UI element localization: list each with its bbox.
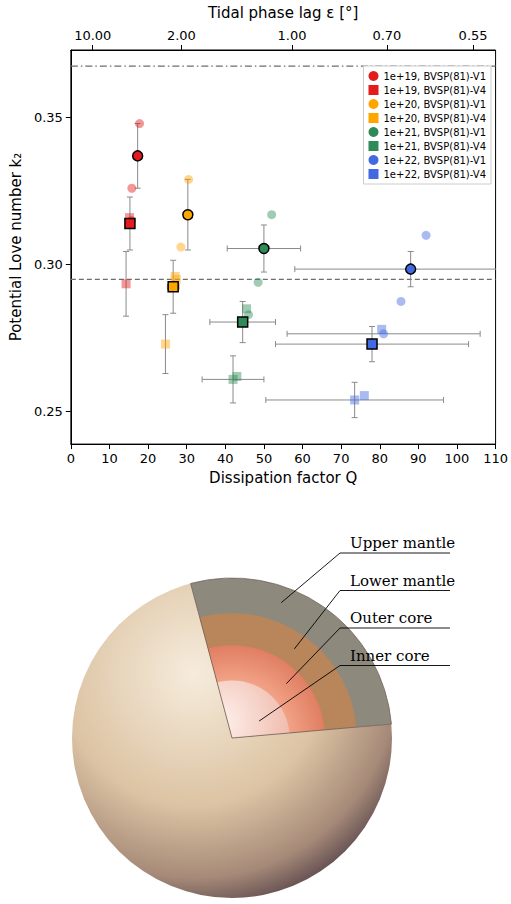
svg-text:100: 100 bbox=[445, 451, 470, 466]
svg-text:1e+21, BVSP(81)-V4: 1e+21, BVSP(81)-V4 bbox=[384, 141, 487, 152]
svg-text:0.30: 0.30 bbox=[34, 257, 63, 272]
svg-text:Upper mantle: Upper mantle bbox=[350, 534, 455, 552]
svg-text:Potential Love number k₂: Potential Love number k₂ bbox=[7, 153, 25, 342]
svg-text:70: 70 bbox=[333, 451, 350, 466]
svg-text:80: 80 bbox=[371, 451, 388, 466]
svg-text:Dissipation factor Q: Dissipation factor Q bbox=[209, 469, 357, 487]
svg-text:10.00: 10.00 bbox=[74, 28, 111, 43]
svg-text:20: 20 bbox=[140, 451, 157, 466]
svg-text:10: 10 bbox=[101, 451, 118, 466]
svg-text:Tidal phase lag ε [°]: Tidal phase lag ε [°] bbox=[207, 4, 358, 22]
svg-text:1e+19, BVSP(81)-V1: 1e+19, BVSP(81)-V1 bbox=[384, 71, 487, 82]
svg-text:1.00: 1.00 bbox=[278, 28, 307, 43]
svg-text:1e+22, BVSP(81)-V4: 1e+22, BVSP(81)-V4 bbox=[384, 169, 487, 180]
svg-text:30: 30 bbox=[178, 451, 195, 466]
svg-text:50: 50 bbox=[256, 451, 273, 466]
svg-text:40: 40 bbox=[217, 451, 234, 466]
svg-text:0.25: 0.25 bbox=[34, 404, 63, 419]
svg-text:1e+22, BVSP(81)-V1: 1e+22, BVSP(81)-V1 bbox=[384, 155, 487, 166]
svg-text:0: 0 bbox=[67, 451, 75, 466]
svg-text:110: 110 bbox=[483, 451, 508, 466]
svg-text:0.70: 0.70 bbox=[372, 28, 401, 43]
svg-text:Inner core: Inner core bbox=[350, 647, 430, 665]
svg-text:0.35: 0.35 bbox=[34, 110, 63, 125]
svg-text:90: 90 bbox=[410, 451, 427, 466]
svg-text:Outer core: Outer core bbox=[350, 609, 432, 627]
svg-text:1e+20, BVSP(81)-V4: 1e+20, BVSP(81)-V4 bbox=[384, 113, 487, 124]
svg-text:1e+20, BVSP(81)-V1: 1e+20, BVSP(81)-V1 bbox=[384, 99, 487, 110]
svg-text:Lower mantle: Lower mantle bbox=[350, 572, 455, 590]
svg-text:0.55: 0.55 bbox=[459, 28, 488, 43]
svg-text:2.00: 2.00 bbox=[167, 28, 196, 43]
svg-text:1e+21, BVSP(81)-V1: 1e+21, BVSP(81)-V1 bbox=[384, 127, 487, 138]
svg-text:1e+19, BVSP(81)-V4: 1e+19, BVSP(81)-V4 bbox=[384, 85, 487, 96]
svg-text:60: 60 bbox=[294, 451, 311, 466]
